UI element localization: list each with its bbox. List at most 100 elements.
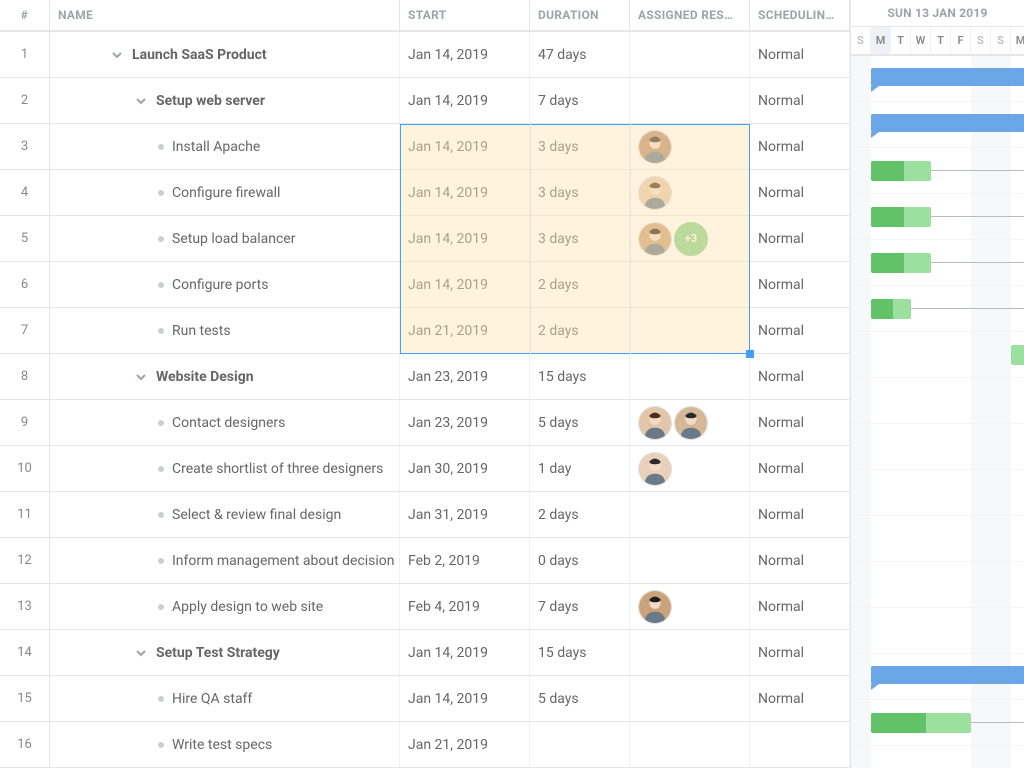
avatar-more[interactable]: +3 — [674, 222, 708, 256]
scheduling-cell[interactable]: Normal — [750, 262, 850, 307]
col-header-scheduling[interactable]: SCHEDULIN… — [750, 0, 850, 30]
start-cell[interactable]: Jan 14, 2019 — [400, 32, 530, 77]
gantt-row[interactable] — [851, 424, 1024, 470]
scheduling-cell[interactable]: Normal — [750, 538, 850, 583]
gantt-day-cell[interactable]: S — [991, 27, 1011, 54]
row-name-cell[interactable]: Launch SaaS Product — [50, 32, 400, 77]
resources-cell[interactable] — [630, 584, 750, 629]
table-row[interactable]: 16Write test specsJan 21, 2019 — [0, 722, 850, 768]
avatar[interactable] — [638, 130, 672, 164]
gantt-row[interactable] — [851, 562, 1024, 608]
duration-cell[interactable]: 7 days — [530, 584, 630, 629]
start-cell[interactable]: Jan 30, 2019 — [400, 446, 530, 491]
resources-cell[interactable] — [630, 354, 750, 399]
scheduling-cell[interactable]: Normal — [750, 32, 850, 77]
gantt-day-cell[interactable]: T — [891, 27, 911, 54]
start-cell[interactable]: Feb 2, 2019 — [400, 538, 530, 583]
table-row[interactable]: 13Apply design to web siteFeb 4, 20197 d… — [0, 584, 850, 630]
resources-cell[interactable] — [630, 722, 750, 767]
row-name-cell[interactable]: Configure firewall — [50, 170, 400, 215]
gantt-row[interactable] — [851, 746, 1024, 768]
scheduling-cell[interactable]: Normal — [750, 676, 850, 721]
row-name-cell[interactable]: Write test specs — [50, 722, 400, 767]
duration-cell[interactable]: 3 days — [530, 170, 630, 215]
start-cell[interactable]: Jan 14, 2019 — [400, 676, 530, 721]
start-cell[interactable]: Jan 31, 2019 — [400, 492, 530, 537]
gantt-row[interactable] — [851, 56, 1024, 102]
scheduling-cell[interactable]: Normal — [750, 446, 850, 491]
scheduling-cell[interactable]: Normal — [750, 78, 850, 123]
resources-cell[interactable] — [630, 32, 750, 77]
gantt-day-cell[interactable]: T — [931, 27, 951, 54]
row-name-cell[interactable]: Apply design to web site — [50, 584, 400, 629]
table-row[interactable]: 5Setup load balancerJan 14, 20193 days+3… — [0, 216, 850, 262]
resources-cell[interactable] — [630, 492, 750, 537]
start-cell[interactable]: Jan 21, 2019 — [400, 722, 530, 767]
row-name-cell[interactable]: Create shortlist of three designers — [50, 446, 400, 491]
gantt-day-cell[interactable]: S — [851, 27, 871, 54]
gantt-row[interactable] — [851, 194, 1024, 240]
gantt-row[interactable] — [851, 240, 1024, 286]
table-row[interactable]: 7Run testsJan 21, 20192 daysNormal — [0, 308, 850, 354]
gantt-day-cell[interactable]: M — [1011, 27, 1024, 54]
duration-cell[interactable]: 7 days — [530, 78, 630, 123]
row-name-cell[interactable]: Setup Test Strategy — [50, 630, 400, 675]
scheduling-cell[interactable]: Normal — [750, 216, 850, 261]
resources-cell[interactable] — [630, 124, 750, 169]
gantt-task-bar[interactable] — [871, 207, 931, 227]
start-cell[interactable]: Jan 23, 2019 — [400, 354, 530, 399]
row-name-cell[interactable]: Run tests — [50, 308, 400, 353]
table-row[interactable]: 4Configure firewallJan 14, 20193 daysNor… — [0, 170, 850, 216]
selection-handle[interactable] — [746, 350, 754, 358]
row-name-cell[interactable]: Website Design — [50, 354, 400, 399]
gantt-summary-bar[interactable] — [871, 68, 1024, 86]
gantt-row[interactable] — [851, 148, 1024, 194]
row-name-cell[interactable]: Configure ports — [50, 262, 400, 307]
start-cell[interactable]: Jan 14, 2019 — [400, 262, 530, 307]
start-cell[interactable]: Jan 14, 2019 — [400, 216, 530, 261]
duration-cell[interactable]: 0 days — [530, 538, 630, 583]
col-header-duration[interactable]: DURATION — [530, 0, 630, 30]
resources-cell[interactable] — [630, 446, 750, 491]
row-name-cell[interactable]: Install Apache — [50, 124, 400, 169]
duration-cell[interactable]: 3 days — [530, 124, 630, 169]
gantt-task-bar[interactable] — [871, 253, 931, 273]
table-row[interactable]: 6Configure portsJan 14, 20192 daysNormal — [0, 262, 850, 308]
col-header-resources[interactable]: ASSIGNED RES… — [630, 0, 750, 30]
table-row[interactable]: 2Setup web serverJan 14, 20197 daysNorma… — [0, 78, 850, 124]
table-row[interactable]: 8Website DesignJan 23, 201915 daysNormal — [0, 354, 850, 400]
gantt-row[interactable] — [851, 470, 1024, 516]
resources-cell[interactable] — [630, 400, 750, 445]
scheduling-cell[interactable]: Normal — [750, 308, 850, 353]
gantt-row[interactable] — [851, 286, 1024, 332]
gantt-task-bar[interactable] — [871, 299, 911, 319]
start-cell[interactable]: Jan 14, 2019 — [400, 630, 530, 675]
avatar[interactable] — [638, 222, 672, 256]
scheduling-cell[interactable]: Normal — [750, 170, 850, 215]
duration-cell[interactable]: 3 days — [530, 216, 630, 261]
table-row[interactable]: 3Install ApacheJan 14, 20193 daysNormal — [0, 124, 850, 170]
start-cell[interactable]: Jan 14, 2019 — [400, 170, 530, 215]
row-name-cell[interactable]: Setup web server — [50, 78, 400, 123]
gantt-day-cell[interactable]: M — [871, 27, 891, 54]
table-row[interactable]: 9Contact designersJan 23, 20195 daysNorm… — [0, 400, 850, 446]
resources-cell[interactable] — [630, 630, 750, 675]
gantt-summary-bar[interactable] — [871, 114, 1024, 132]
avatar[interactable] — [638, 176, 672, 210]
col-header-name[interactable]: NAME — [50, 0, 400, 30]
scheduling-cell[interactable]: Normal — [750, 124, 850, 169]
duration-cell[interactable]: 1 day — [530, 446, 630, 491]
chevron-down-icon[interactable] — [134, 94, 148, 108]
gantt-task-bar[interactable] — [871, 161, 931, 181]
duration-cell[interactable]: 5 days — [530, 400, 630, 445]
table-row[interactable]: 15Hire QA staffJan 14, 20195 daysNormal — [0, 676, 850, 722]
resources-cell[interactable] — [630, 170, 750, 215]
table-row[interactable]: 1Launch SaaS ProductJan 14, 201947 daysN… — [0, 32, 850, 78]
gantt-row[interactable] — [851, 378, 1024, 424]
table-row[interactable]: 10Create shortlist of three designersJan… — [0, 446, 850, 492]
gantt-day-cell[interactable]: S — [971, 27, 991, 54]
row-name-cell[interactable]: Hire QA staff — [50, 676, 400, 721]
gantt-summary-bar[interactable] — [871, 666, 1024, 684]
avatar[interactable] — [674, 406, 708, 440]
duration-cell[interactable] — [530, 722, 630, 767]
